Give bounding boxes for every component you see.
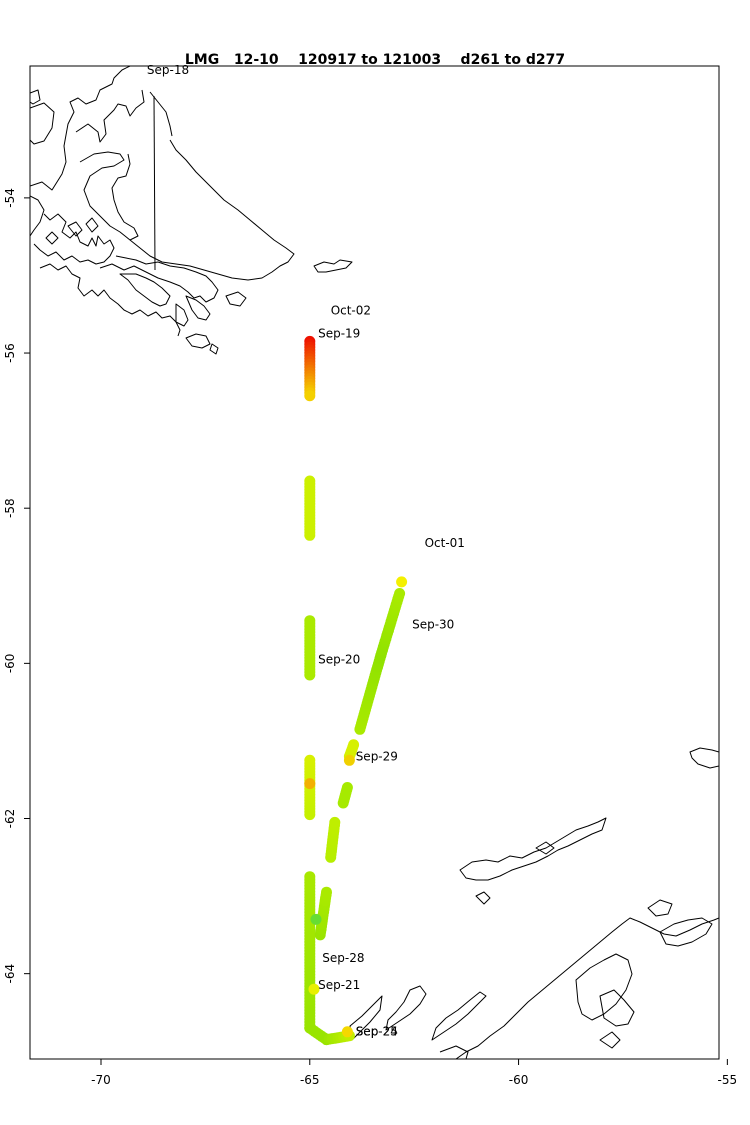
y-tick-label: -54 bbox=[3, 188, 17, 208]
plot-frame bbox=[29, 65, 720, 1060]
track-point-seg7 bbox=[321, 886, 332, 898]
date-label: Oct-02 bbox=[331, 303, 371, 317]
date-label: Oct-01 bbox=[425, 536, 465, 550]
date-label: Sep-25 bbox=[356, 1025, 398, 1039]
coastline-south-shetland-islands bbox=[459, 747, 719, 905]
track-point-seg9 bbox=[341, 782, 353, 793]
track-point-seg3 bbox=[304, 809, 316, 821]
y-tick-label: -62 bbox=[3, 809, 17, 829]
track-point-marker bbox=[396, 576, 408, 588]
map-title: LMG 12-10 120917 to 121003 d261 to d277 bbox=[185, 52, 565, 68]
axes: -70 -65 -60 -55 -54 -56 -58 -60 -62 -64 bbox=[3, 188, 737, 1087]
track-point-seg10 bbox=[348, 739, 360, 751]
date-label: Sep-24 bbox=[356, 1025, 398, 1039]
track-point-marker bbox=[341, 1026, 353, 1038]
x-tick-label: -55 bbox=[718, 1073, 738, 1087]
ship-track bbox=[304, 335, 408, 1046]
date-label: Sep-28 bbox=[322, 951, 364, 965]
track-point-marker bbox=[310, 913, 322, 925]
date-label: Sep-18 bbox=[147, 63, 189, 77]
y-tick-label: -56 bbox=[3, 343, 17, 363]
track-point-seg8 bbox=[329, 816, 341, 828]
date-label: Sep-29 bbox=[356, 749, 398, 763]
x-tick-label: -60 bbox=[509, 1073, 529, 1087]
track-point-seg12 bbox=[394, 588, 406, 599]
date-label: Sep-19 bbox=[318, 327, 360, 341]
x-tick-label: -70 bbox=[91, 1073, 111, 1087]
date-label: Sep-30 bbox=[412, 617, 454, 631]
coastline-tierra-del-fuego bbox=[30, 66, 353, 355]
date-label: Sep-21 bbox=[318, 978, 360, 992]
y-tick-label: -60 bbox=[3, 654, 17, 674]
coastline-antarctic-peninsula bbox=[349, 899, 719, 1059]
y-tick-label: -58 bbox=[3, 498, 17, 518]
track-point-seg1 bbox=[304, 529, 316, 541]
date-label: Sep-20 bbox=[318, 652, 360, 666]
track-point-marker bbox=[343, 754, 355, 766]
date-labels: Sep-18 Oct-02 Sep-19 Oct-01 Sep-30 Sep-20 Sep-… bbox=[147, 63, 465, 1039]
x-tick-label: -65 bbox=[300, 1073, 320, 1087]
y-tick-label: -64 bbox=[3, 964, 17, 984]
track-point-marker bbox=[308, 983, 320, 995]
track-point-seg0 bbox=[304, 390, 316, 402]
track-point-seg2 bbox=[304, 669, 316, 681]
track-point-marker bbox=[304, 778, 316, 790]
